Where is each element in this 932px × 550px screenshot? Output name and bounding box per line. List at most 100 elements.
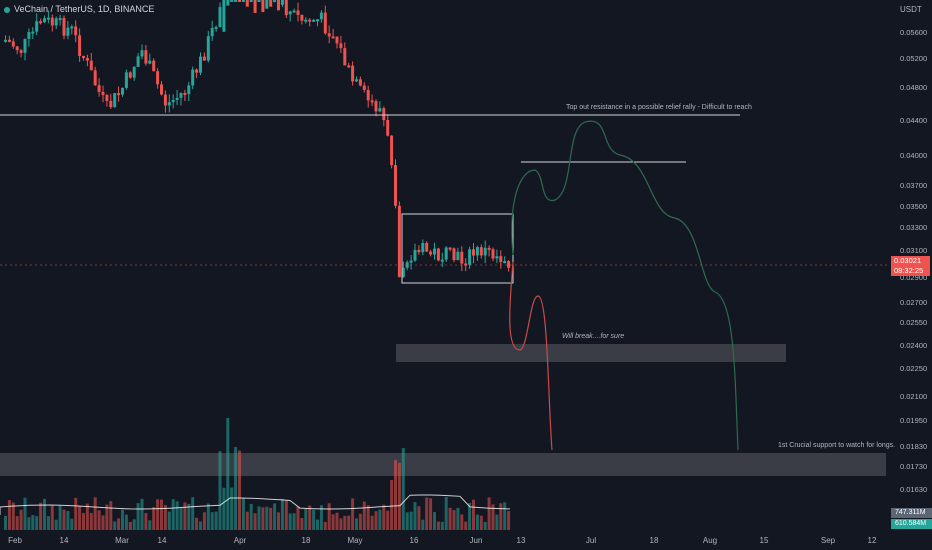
price-label: 0.04000: [900, 151, 928, 160]
candle: [495, 256, 499, 259]
volume-bar: [456, 507, 460, 530]
volume-bar: [304, 508, 308, 530]
volume-bar: [54, 519, 58, 530]
volume-bar: [366, 505, 370, 530]
volume-bar: [503, 502, 507, 530]
price-label: 0.03700: [900, 181, 928, 190]
volume-bar: [417, 506, 421, 530]
volume-bar: [15, 516, 19, 530]
candle: [472, 249, 475, 256]
candle: [401, 267, 405, 278]
current-price-value: 0.03021: [894, 256, 922, 265]
volume-bar: [62, 509, 66, 530]
time-label: 15: [759, 536, 769, 545]
volume-bar: [70, 518, 74, 530]
volume-bar: [78, 505, 82, 530]
volume-bar: [128, 521, 132, 530]
candle: [292, 10, 296, 13]
volume-bar: [4, 515, 7, 530]
resistance-note[interactable]: Top out resistance in a possible relief …: [566, 104, 752, 111]
time-label: 14: [59, 536, 69, 545]
will-break-note[interactable]: Will break....for sure: [562, 333, 625, 340]
support-note[interactable]: 1st Crucial support to watch for longs.: [778, 442, 896, 449]
volume-bar: [222, 487, 226, 530]
candle: [296, 10, 300, 15]
candle: [280, 0, 284, 5]
volume-bar: [234, 447, 238, 530]
time-label: 18: [649, 536, 659, 545]
candle: [245, 0, 249, 7]
time-label: 16: [409, 536, 419, 545]
candle: [101, 91, 105, 96]
candle: [312, 19, 316, 22]
volume-bar: [425, 497, 429, 530]
volume-bar: [144, 513, 148, 530]
volume-bar: [160, 499, 163, 530]
candle: [214, 27, 218, 30]
candle: [199, 56, 202, 73]
volume-bar: [405, 512, 409, 530]
candle: [62, 18, 66, 36]
volume-bar: [7, 500, 11, 530]
candle: [152, 60, 156, 72]
candle: [218, 7, 222, 28]
volume-bar: [249, 503, 253, 530]
volume-bar: [331, 514, 335, 530]
candle: [82, 55, 85, 58]
time-label: Sep: [820, 536, 836, 545]
candle: [319, 12, 323, 20]
candle: [234, 0, 238, 2]
volume-bar: [58, 505, 62, 530]
volume-bar: [440, 521, 444, 530]
candle: [460, 251, 464, 264]
volume-bar: [479, 515, 483, 530]
candle: [160, 84, 163, 95]
candle: [468, 249, 472, 265]
volume-bar: [23, 497, 27, 530]
candle: [113, 93, 117, 108]
candle: [483, 247, 487, 256]
candle: [19, 50, 23, 53]
volume-bar: [448, 507, 452, 530]
volume-bar: [101, 515, 105, 530]
candle: [397, 205, 401, 278]
volume-bar: [257, 506, 261, 530]
candle: [253, 0, 257, 13]
price-label: 0.02250: [900, 364, 928, 373]
volume-bar: [378, 509, 382, 530]
candle: [507, 261, 511, 268]
volume-bar: [156, 499, 160, 530]
price-label: 0.02550: [900, 318, 928, 327]
candle: [382, 108, 386, 121]
candle: [331, 36, 335, 39]
volume-bar: [421, 519, 425, 530]
volume-bar: [214, 511, 218, 530]
volume-bar: [316, 519, 319, 530]
symbol-title: VeChain / TetherUS, 1D, BINANCE: [14, 4, 155, 14]
volume-bar: [74, 497, 78, 530]
volume-bar: [117, 518, 121, 530]
candle: [117, 93, 121, 96]
candle: [191, 69, 195, 86]
volume-bar: [413, 502, 417, 530]
volume-bar: [113, 521, 117, 530]
volume-bar: [335, 512, 339, 530]
volume-bar: [444, 497, 448, 530]
candle: [456, 251, 460, 261]
candle: [378, 108, 382, 112]
candle: [249, 0, 253, 2]
candle: [269, 0, 273, 7]
candle: [390, 135, 394, 166]
support-zone-upper: [396, 344, 786, 362]
time-label: May: [347, 536, 363, 545]
symbol-header[interactable]: VeChain / TetherUS, 1D, BINANCE: [4, 4, 154, 14]
time-label: 13: [516, 536, 526, 545]
candle: [405, 262, 409, 268]
price-label: 0.03300: [900, 223, 928, 232]
candle: [78, 35, 82, 56]
candle: [327, 33, 331, 37]
candle: [343, 48, 347, 66]
volume-bar: [319, 505, 323, 530]
volume-bar: [230, 487, 234, 530]
